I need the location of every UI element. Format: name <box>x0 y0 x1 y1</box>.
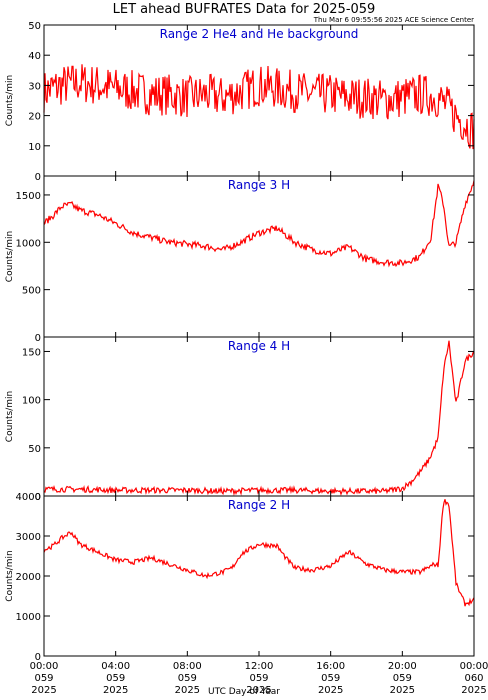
series-line-1 <box>43 64 475 150</box>
plot-frame <box>43 175 475 338</box>
y-tick-label: 10 <box>28 142 41 153</box>
x-tick-label: 20:00 <box>388 661 417 672</box>
x-tick-label: 04:00 <box>101 661 130 672</box>
y-tick-label: 1500 <box>16 191 41 202</box>
series-line-3 <box>43 340 475 497</box>
series-line-2 <box>43 180 475 268</box>
plot-frame <box>43 495 475 657</box>
y-tick-label: 50 <box>28 21 41 32</box>
series-line-4 <box>43 499 475 607</box>
panel-title: Range 4 H <box>228 339 290 353</box>
x-tick-label: 059 <box>34 673 53 684</box>
panel-title: Range 2 He4 and He background <box>160 27 359 41</box>
y-tick-label: 2000 <box>16 572 41 583</box>
panel-title: Range 3 H <box>228 178 290 192</box>
x-tick-label: 059 <box>106 673 125 684</box>
x-tick-label: 2025 <box>103 685 128 696</box>
x-tick-label: 059 <box>321 673 340 684</box>
y-tick-label: 500 <box>22 286 41 297</box>
y-tick-label: 20 <box>28 112 41 123</box>
y-tick-label: 100 <box>22 396 41 407</box>
x-tick-label: 08:00 <box>173 661 202 672</box>
x-tick-label: 2025 <box>461 685 486 696</box>
y-tick-label: 0 <box>35 492 41 503</box>
y-tick-label: 40 <box>28 51 41 62</box>
x-tick-label: 059 <box>178 673 197 684</box>
y-tick-label: 50 <box>28 444 41 455</box>
x-tick-label: 2025 <box>246 685 271 696</box>
y-tick-label: 0 <box>35 333 41 344</box>
y-axis-label: Counts/min <box>5 550 15 601</box>
x-tick-label: 00:00 <box>460 661 488 672</box>
x-tick-label: 060 <box>464 673 483 684</box>
panel-4: 0 1000 2000 3000 4000 Counts/min Range 2 H <box>5 492 475 663</box>
timestamp-label: Thu Mar 6 09:55:56 2025 ACE Science Cent… <box>313 16 474 24</box>
y-tick-label: 0 <box>35 652 41 663</box>
x-tick-label: 2025 <box>390 685 415 696</box>
y-tick-label: 1000 <box>16 612 41 623</box>
x-tick-label: 2025 <box>318 685 343 696</box>
y-axis-label: Counts/min <box>5 75 15 126</box>
x-tick-label: 059 <box>393 673 412 684</box>
y-tick-label: 0 <box>35 172 41 183</box>
x-tick-label: 2025 <box>175 685 200 696</box>
y-tick-label: 1000 <box>16 238 41 249</box>
y-tick-label: 4000 <box>16 492 41 503</box>
chart-title: LET ahead BUFRATES Data for 2025-059 <box>113 2 376 17</box>
y-tick-label: 150 <box>22 347 41 358</box>
x-tick-label: 00:00 <box>30 661 59 672</box>
panel-1: 0 10 20 30 40 50 Counts/min Range 2 He4 and He … <box>5 21 475 183</box>
panel-3: 0 50 100 150 Counts/min Range 4 H <box>5 336 475 503</box>
x-tick-label: 12:00 <box>245 661 274 672</box>
x-axis-label: UTC Day of Year <box>208 687 280 697</box>
y-tick-label: 30 <box>28 81 41 92</box>
x-tick-label: 059 <box>249 673 268 684</box>
panel-title: Range 2 H <box>228 498 290 512</box>
x-tick-label: 16:00 <box>316 661 345 672</box>
panel-2: 0 500 1000 1500 Counts/min Range 3 H <box>5 175 475 344</box>
x-tick-label: 2025 <box>31 685 56 696</box>
y-tick-label: 3000 <box>16 532 41 543</box>
plot-frame <box>43 336 475 497</box>
y-axis-label: Counts/min <box>5 231 15 282</box>
y-axis-label: Counts/min <box>5 391 15 442</box>
